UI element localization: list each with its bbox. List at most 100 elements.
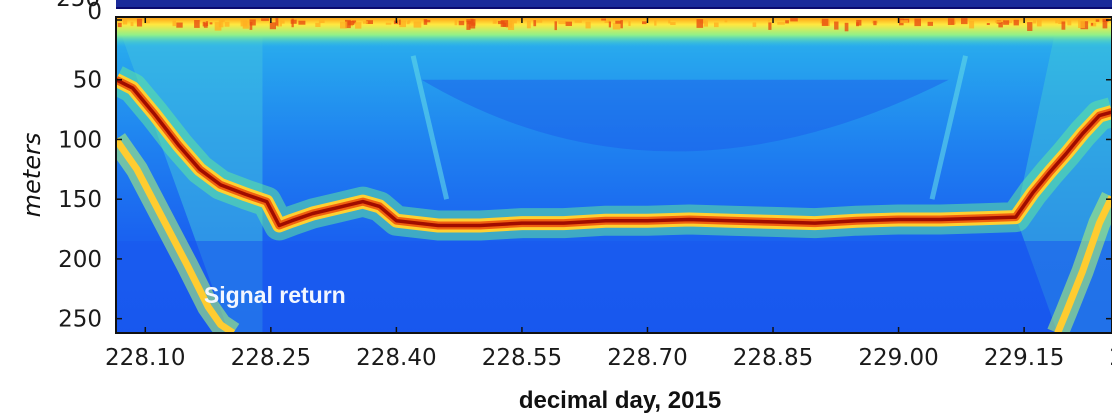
surface-speck xyxy=(554,21,557,31)
surface-speck xyxy=(466,19,471,22)
surface-speck xyxy=(608,21,611,28)
x-tick-label: 228.85 xyxy=(733,345,813,371)
surface-speck xyxy=(117,22,122,28)
right-slant-streak xyxy=(929,55,968,200)
surface-speck xyxy=(413,21,422,28)
surface-speck xyxy=(1067,20,1072,26)
series-2-line xyxy=(1054,195,1112,333)
top-panel-partial-tick-label: 250 xyxy=(56,0,100,12)
surface-speck xyxy=(615,20,622,24)
surface-speck xyxy=(834,21,839,30)
surface-speck xyxy=(136,18,143,27)
surface-speck xyxy=(914,18,921,27)
x-axis-label: decimal day, 2015 xyxy=(519,387,721,414)
y-tick-label: 100 xyxy=(58,127,102,153)
surface-speck xyxy=(130,21,134,27)
surface-speck xyxy=(821,18,829,26)
surface-speck xyxy=(209,22,213,25)
surface-speck xyxy=(533,20,537,27)
surface-speck xyxy=(290,19,297,24)
surface-speck xyxy=(355,22,362,29)
surface-speck xyxy=(900,20,909,23)
surface-speck xyxy=(767,19,770,22)
surface-speck xyxy=(574,20,582,23)
surface-speck xyxy=(345,19,351,29)
y-tick-label: 0 xyxy=(87,0,102,25)
surface-speck xyxy=(424,19,431,23)
surface-speck xyxy=(1078,19,1085,28)
surface-speck xyxy=(198,18,201,22)
x-tick-label: 228.70 xyxy=(607,345,687,371)
surface-speck xyxy=(620,20,623,29)
surface-speck xyxy=(969,20,975,29)
surface-speck xyxy=(642,21,647,25)
surface-speck xyxy=(194,20,200,28)
surface-speck xyxy=(340,21,347,29)
surface-speck xyxy=(347,21,355,26)
surface-speck xyxy=(261,18,269,21)
surface-speck xyxy=(406,21,410,25)
surface-speck xyxy=(558,20,567,25)
surface-speck xyxy=(714,22,719,28)
surface-speck xyxy=(492,19,496,24)
surface-speck xyxy=(298,20,306,25)
surface-speck xyxy=(1090,22,1097,27)
surface-speck xyxy=(1000,18,1005,22)
surface-speck xyxy=(873,20,877,26)
surface-speck xyxy=(1027,22,1033,31)
surface-speck xyxy=(502,22,507,27)
surface-speck xyxy=(844,22,849,32)
x-tick-label: 229.15 xyxy=(984,345,1064,371)
y-tick-label: 150 xyxy=(58,187,102,213)
surface-noise-speckle xyxy=(117,18,1112,32)
x-tick-label: 228.10 xyxy=(105,345,185,371)
surface-speck xyxy=(176,22,183,28)
surface-speck xyxy=(1033,20,1036,24)
y-axis-label: meters xyxy=(18,133,46,218)
surface-speck xyxy=(612,22,621,30)
slant-streaks xyxy=(410,55,968,200)
surface-speck xyxy=(315,22,321,27)
surface-speck xyxy=(585,21,591,29)
top-panel-plot-edge xyxy=(116,0,1112,8)
x-axis: 228.10 228.25 228.40 228.55 228.70 228.85 229.… xyxy=(105,17,1112,371)
surface-speck xyxy=(1055,18,1058,24)
surface-speck xyxy=(249,22,253,30)
surface-speck xyxy=(123,18,128,25)
surface-speck xyxy=(526,20,531,29)
surface-speck xyxy=(820,19,823,24)
x-tick-label: 228.55 xyxy=(482,345,562,371)
surface-speck xyxy=(601,18,606,21)
surface-speck xyxy=(994,20,1002,23)
surface-speck xyxy=(696,19,704,28)
y-tick-label: 200 xyxy=(58,247,102,273)
surface-speck xyxy=(242,20,250,29)
surface-speck xyxy=(777,22,785,25)
surface-speck xyxy=(366,20,373,24)
surface-speck xyxy=(668,19,671,24)
surface-speck xyxy=(144,18,150,24)
surface-speck xyxy=(1091,22,1094,26)
surface-speck xyxy=(203,22,208,28)
surface-speck xyxy=(785,20,789,24)
surface-speck xyxy=(536,18,543,23)
x-tick-label: 229.30 xyxy=(1109,345,1112,371)
surface-speck xyxy=(494,18,498,24)
surface-speck xyxy=(466,21,471,30)
y-tick-label: 50 xyxy=(73,68,102,94)
surface-speck xyxy=(752,22,757,27)
surface-speck xyxy=(608,18,611,23)
surface-speck xyxy=(998,21,1003,28)
y-tick-label: 250 xyxy=(58,307,102,333)
surface-speck xyxy=(275,18,279,26)
dark-bowl xyxy=(421,79,949,152)
surface-speck xyxy=(249,19,256,26)
surface-speck xyxy=(1061,21,1066,30)
surface-speck xyxy=(724,18,728,23)
surface-speck xyxy=(458,20,465,26)
x-tick-label: 229.00 xyxy=(858,345,938,371)
surface-speck xyxy=(269,22,276,30)
surface-speck xyxy=(604,20,610,23)
surface-speck xyxy=(790,18,798,22)
surface-speck xyxy=(1036,18,1042,27)
